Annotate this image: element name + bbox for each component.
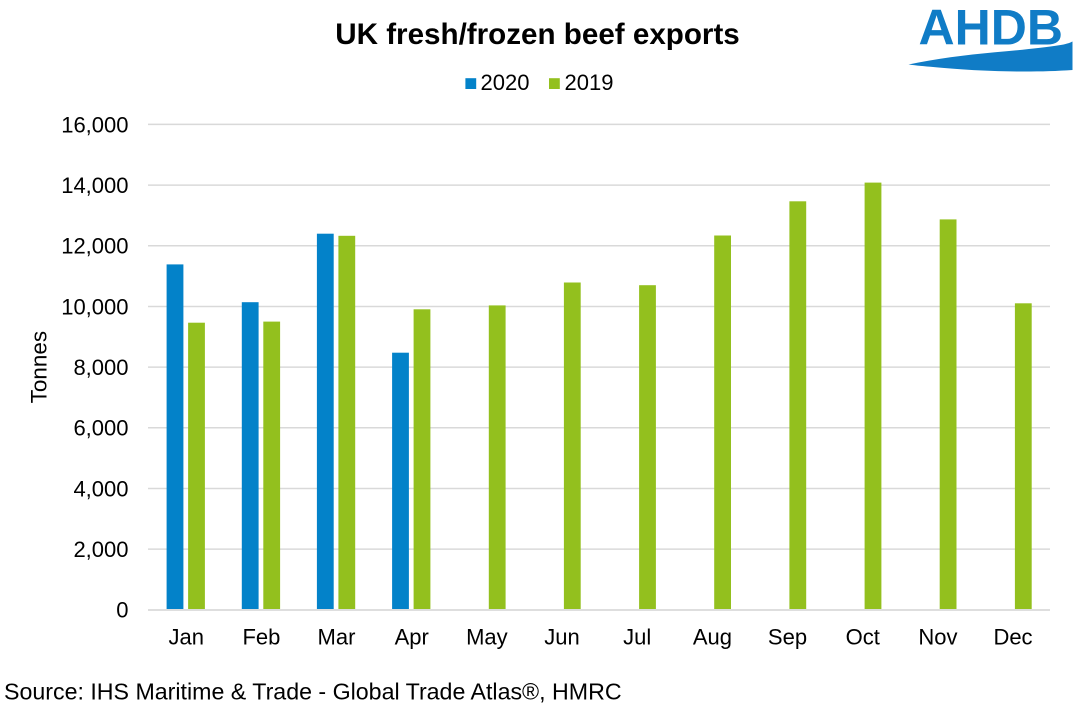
- svg-text:16,000: 16,000: [61, 112, 128, 137]
- svg-text:Feb: Feb: [242, 625, 280, 650]
- svg-text:Nov: Nov: [918, 625, 957, 650]
- svg-text:May: May: [466, 625, 508, 650]
- svg-text:Jan: Jan: [168, 625, 203, 650]
- svg-text:2,000: 2,000: [73, 537, 128, 562]
- svg-text:Aug: Aug: [693, 625, 732, 650]
- svg-text:Dec: Dec: [993, 625, 1032, 650]
- svg-text:4,000: 4,000: [73, 476, 128, 501]
- svg-text:8,000: 8,000: [73, 355, 128, 380]
- svg-text:12,000: 12,000: [61, 234, 128, 259]
- svg-text:AHDB: AHDB: [919, 0, 1063, 55]
- svg-text:2019: 2019: [565, 70, 614, 95]
- svg-text:Jul: Jul: [623, 625, 651, 650]
- svg-text:Tonnes: Tonnes: [27, 331, 52, 404]
- svg-text:Sep: Sep: [768, 625, 807, 650]
- svg-text:Source: IHS Maritime & Trade -: Source: IHS Maritime & Trade - Global Tr…: [4, 678, 622, 704]
- svg-text:Oct: Oct: [846, 625, 880, 650]
- svg-text:14,000: 14,000: [61, 173, 128, 198]
- svg-text:Jun: Jun: [544, 625, 579, 650]
- svg-text:2020: 2020: [481, 70, 530, 95]
- svg-text:Mar: Mar: [318, 625, 356, 650]
- svg-text:6,000: 6,000: [73, 416, 128, 441]
- svg-text:UK fresh/frozen beef exports: UK fresh/frozen beef exports: [335, 18, 740, 51]
- svg-text:10,000: 10,000: [61, 294, 128, 319]
- svg-text:Apr: Apr: [395, 625, 429, 650]
- svg-text:0: 0: [116, 598, 128, 623]
